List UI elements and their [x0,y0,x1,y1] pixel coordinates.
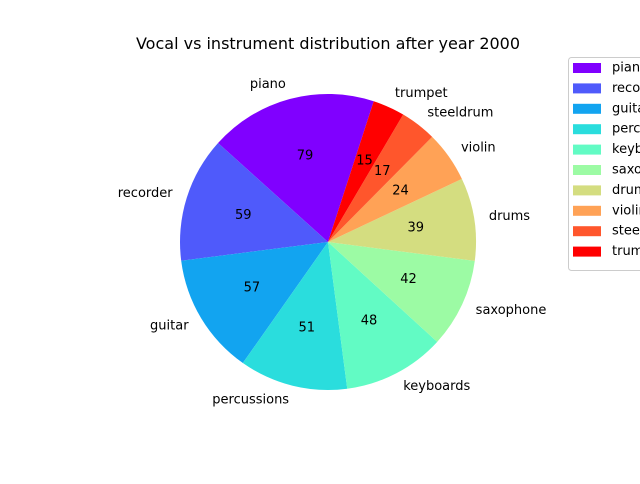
legend-swatch-piano [573,63,601,73]
slice-value-recorder: 59 [235,208,252,223]
legend-swatch-percussions [573,124,601,134]
legend-swatch-recorder [573,83,601,93]
legend-label-piano: piano [612,61,640,76]
slice-label-recorder: recorder [118,186,174,201]
slice-value-percussions: 51 [299,321,316,336]
legend-swatch-saxophone [573,165,601,175]
legend-label-percussions: percussions [612,122,640,137]
slice-value-steeldrum: 17 [374,164,391,179]
slice-label-drums: drums [489,209,530,224]
slice-value-piano: 79 [297,149,314,164]
slice-label-saxophone: saxophone [476,303,547,318]
legend-swatch-drums [573,185,601,195]
legend-swatch-keyboards [573,145,601,155]
slice-label-violin: violin [461,141,496,156]
legend-swatch-trumpet [573,247,601,257]
legend-label-drums: drums [612,183,640,198]
slice-value-trumpet: 15 [356,154,373,169]
legend-label-recorder: recorder [612,81,640,96]
legend-swatch-violin [573,206,601,216]
slice-value-saxophone: 42 [400,272,417,287]
legend-label-keyboards: keyboards [612,142,640,157]
legend-label-trumpet: trumpet [612,244,640,259]
slice-value-keyboards: 48 [361,313,378,328]
slice-value-drums: 39 [407,221,424,236]
slice-value-violin: 24 [392,183,409,198]
slice-label-trumpet: trumpet [395,86,448,101]
legend: piano recorder guitar percussions keyboards s… [569,58,640,271]
slice-label-steeldrum: steeldrum [427,106,493,121]
legend-label-steeldrum: steeldrum [612,224,640,239]
legend-label-saxophone: saxophone [612,163,640,178]
slice-label-guitar: guitar [150,319,189,334]
slice-label-percussions: percussions [212,393,289,408]
slice-label-piano: piano [250,77,286,92]
legend-swatch-steeldrum [573,226,601,236]
slice-value-guitar: 57 [244,280,261,295]
legend-label-guitar: guitar [612,101,640,116]
slice-label-keyboards: keyboards [403,379,470,394]
legend-swatch-guitar [573,104,601,114]
legend-label-violin: violin [612,203,640,218]
pie-slices [180,94,476,390]
chart-title: Vocal vs instrument distribution after y… [136,34,520,53]
